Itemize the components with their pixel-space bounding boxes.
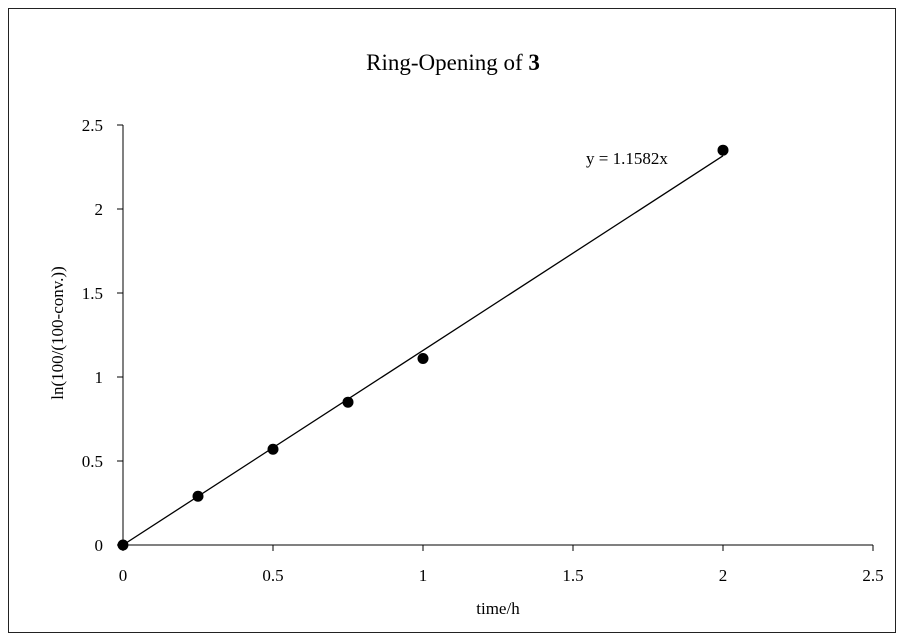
chart-title: Ring-Opening of 3 [366,50,540,75]
y-tick-label: 2 [95,200,104,219]
data-point [192,490,204,502]
y-tick-label: 1 [95,368,104,387]
data-point [417,353,429,365]
trendline [122,155,724,546]
y-tick-label: 1.5 [82,284,103,303]
x-tick-label: 1.5 [562,566,583,585]
x-tick-label: 1 [419,566,428,585]
chart-title-bold: 3 [528,50,540,75]
data-point [717,144,729,156]
trendline-equation: y = 1.1582x [586,149,668,168]
axes: 0 0.5 1 1.5 2 2.5 0 0.5 1 1.5 2 2.5 [82,116,884,585]
chart-title-text: Ring-Opening of [366,50,523,75]
x-tick-label: 2.5 [862,566,883,585]
data-point [117,539,129,551]
y-tick-label: 0.5 [82,452,103,471]
trendline-group [122,155,724,546]
x-tick-label: 0.5 [262,566,283,585]
data-point [342,396,354,408]
x-tick-label: 0 [119,566,128,585]
chart-frame [8,8,896,633]
y-tick-label: 2.5 [82,116,103,135]
x-tick-label: 2 [719,566,728,585]
y-tick-label: 0 [95,536,104,555]
data-points [117,144,729,551]
x-axis-label: time/h [476,599,520,618]
y-axis-label: ln(100/(100-conv.)) [48,266,67,399]
data-point [267,443,279,455]
